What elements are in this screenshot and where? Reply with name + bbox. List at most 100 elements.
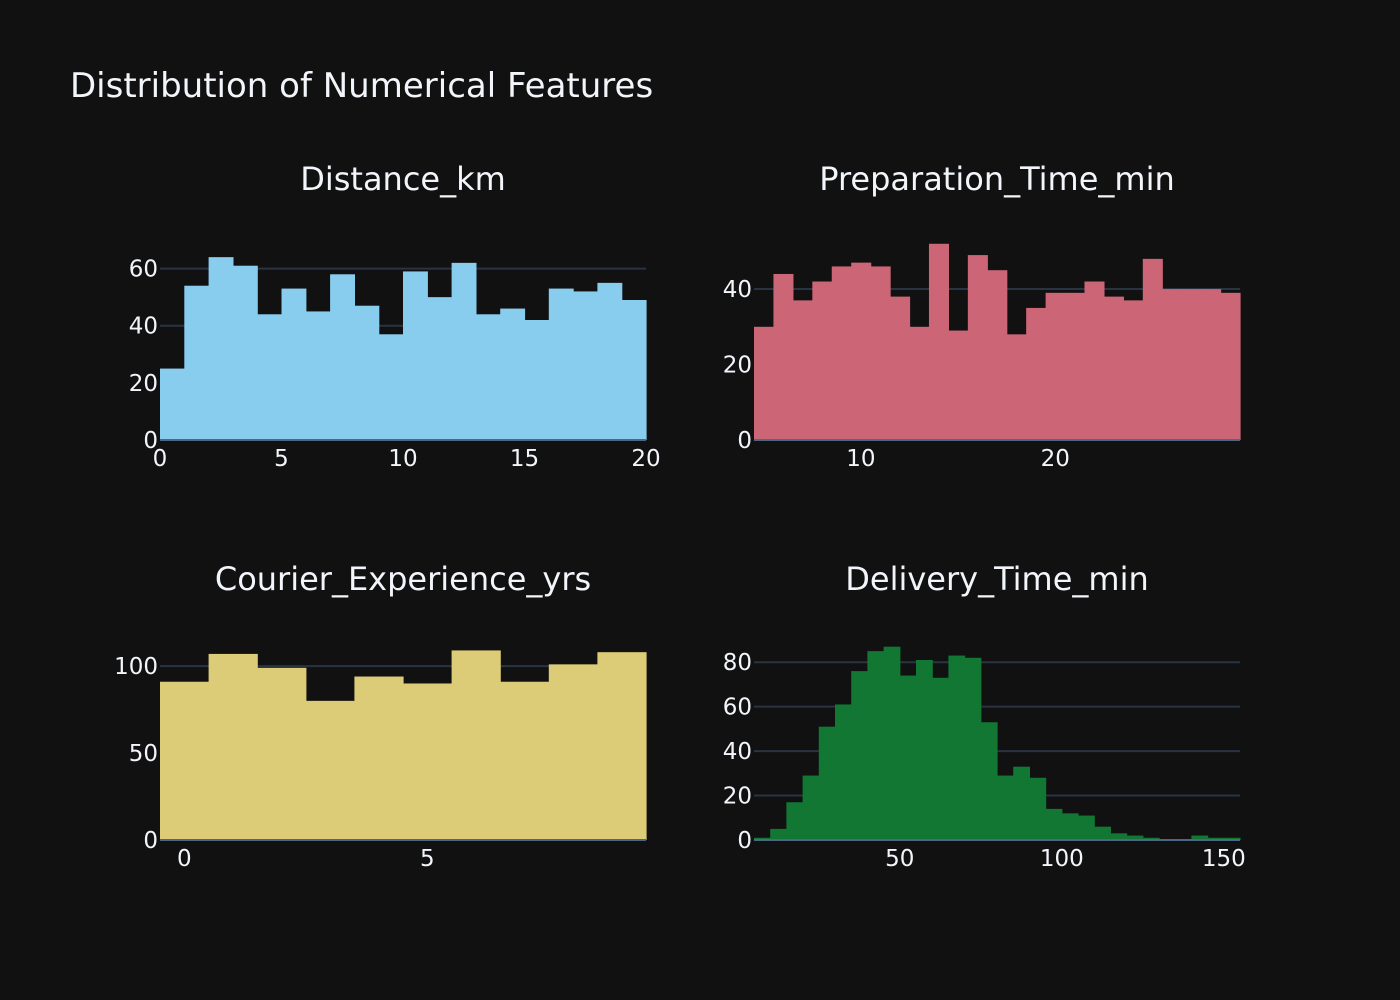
histogram-bar [964,657,982,840]
subplot-3: 0 50 100 0 5 Courier_Experience_yrs [114,560,647,872]
y-tick-label: 0 [143,828,158,854]
histogram-bar [928,243,949,440]
histogram-bar [1201,289,1222,440]
subplot-2: 0 20 40 10 20 Preparation_Time_min [723,160,1241,472]
histogram-bar [948,330,969,440]
subplot-title: Courier_Experience_yrs [215,560,591,598]
x-tick-label: 10 [846,446,875,472]
histogram-bar [948,655,966,840]
histogram-bar [818,726,836,840]
histogram-bar [548,288,574,440]
y-tick-label: 20 [723,353,752,379]
histogram-bar [867,651,885,840]
histogram-bar [932,677,949,840]
y-tick-label: 20 [129,371,158,397]
histogram-bar [597,282,623,440]
histogram-bar [160,368,185,440]
histogram-bar [573,291,598,440]
histogram-bar [500,681,550,840]
histogram-bar [899,675,917,840]
histogram-bar [851,262,872,440]
histogram-bar [1220,292,1241,440]
x-tick-label: 10 [388,446,417,472]
histogram-bar [1126,835,1144,840]
histogram-bar [773,273,794,440]
histogram-bar [1207,837,1225,840]
histogram-bar [378,334,404,440]
histogram-bar [160,681,210,840]
y-tick-label: 0 [737,828,752,854]
histogram-bar [1223,837,1241,840]
subplot-4: 0 20 40 60 80 50 100 150 Delivery_Time_min [723,560,1246,872]
histogram-bar [812,281,833,440]
histogram-bar [1061,813,1079,840]
histogram-bar [1162,289,1183,440]
y-tick-label: 100 [114,654,158,680]
histogram-bar [475,314,501,440]
histogram-bar [451,262,477,440]
histogram-bar [835,704,852,840]
histogram-bar [427,297,453,440]
histogram-bar [548,664,598,840]
histogram-bar [754,837,771,840]
histogram-bar [1110,833,1128,840]
x-tick-label: 0 [153,446,168,472]
histogram-bar [792,300,813,440]
histogram-bar [870,266,891,440]
histogram-bar [883,646,901,840]
histogram-bar [831,266,852,440]
histogram-bar [1065,292,1086,440]
histogram-bar [305,700,355,840]
histogram-bar [451,650,501,840]
subplot-1: 0 20 40 60 0 5 10 15 20 Distance_km [129,160,661,472]
histogram-bar [257,314,283,440]
subplot-title: Distance_km [300,160,506,198]
histogram-bar [597,652,647,840]
histogram-bar [1013,766,1030,840]
histogram-bar [305,311,331,440]
histogram-bar [967,255,988,440]
histogram-bar [208,653,258,840]
histogram-bar [208,257,234,440]
x-tick-label: 100 [1040,846,1084,872]
subplot-title: Preparation_Time_min [819,160,1175,198]
y-tick-label: 60 [723,695,752,721]
histogram-bar [403,683,453,840]
chart-title: Distribution of Numerical Features [70,66,654,106]
histogram-bar [330,274,355,440]
histogram-bar [621,300,647,440]
x-tick-label: 5 [274,446,289,472]
histogram-bar [403,271,428,440]
histogram-bar [851,671,868,840]
x-tick-label: 15 [510,446,539,472]
subplot-title: Delivery_Time_min [845,560,1148,598]
histogram-bar [987,270,1008,440]
y-tick-label: 80 [723,650,752,676]
x-tick-label: 20 [1041,446,1070,472]
y-tick-label: 40 [723,277,752,303]
y-tick-label: 0 [737,428,752,454]
histogram-bar [1006,334,1027,440]
histogram-bar [1045,808,1063,840]
histogram-bar [786,802,804,840]
histogram-bar [1142,258,1163,440]
x-tick-label: 0 [177,846,192,872]
x-tick-label: 50 [885,846,914,872]
histogram-bar [1103,296,1124,440]
x-tick-label: 150 [1202,846,1246,872]
histogram-bar [1084,281,1105,440]
histogram-bar [1045,292,1066,440]
histogram-bar [997,775,1014,840]
histogram-bar [1181,289,1202,440]
histogram-bar [1026,307,1047,440]
histogram-bar [909,326,930,440]
histogram-bar [184,285,210,440]
histogram-bar [1142,837,1160,840]
histogram-bar [890,296,911,440]
x-tick-label: 5 [420,846,435,872]
histogram-bar [1094,826,1111,840]
histogram-bar [354,305,380,440]
histogram-bar [770,828,787,840]
